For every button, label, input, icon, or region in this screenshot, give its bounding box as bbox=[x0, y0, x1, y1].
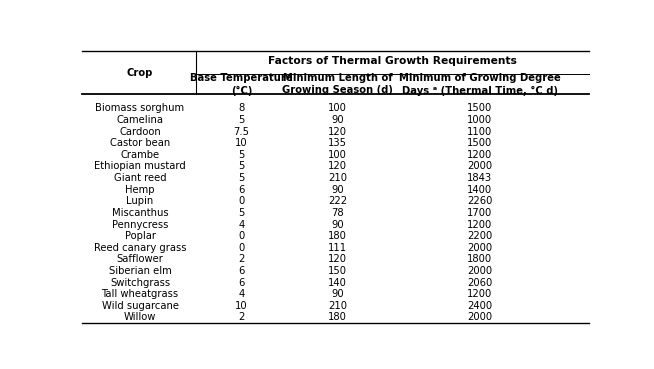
Text: Poplar: Poplar bbox=[124, 231, 156, 241]
Text: 1200: 1200 bbox=[467, 289, 492, 299]
Text: 90: 90 bbox=[332, 220, 344, 230]
Text: 0: 0 bbox=[238, 196, 245, 206]
Text: 150: 150 bbox=[328, 266, 347, 276]
Text: 2000: 2000 bbox=[467, 161, 492, 172]
Text: Hemp: Hemp bbox=[126, 184, 155, 195]
Text: 0: 0 bbox=[238, 231, 245, 241]
Text: Siberian elm: Siberian elm bbox=[109, 266, 171, 276]
Text: Miscanthus: Miscanthus bbox=[112, 208, 168, 218]
Text: 1800: 1800 bbox=[467, 254, 492, 265]
Text: 4: 4 bbox=[238, 289, 245, 299]
Text: 2: 2 bbox=[238, 254, 245, 265]
Text: 1200: 1200 bbox=[467, 220, 492, 230]
Text: Cardoon: Cardoon bbox=[119, 127, 161, 137]
Text: 2000: 2000 bbox=[467, 243, 492, 253]
Text: 2000: 2000 bbox=[467, 313, 492, 323]
Text: 5: 5 bbox=[238, 115, 245, 125]
Text: 180: 180 bbox=[328, 313, 347, 323]
Text: 2000: 2000 bbox=[467, 266, 492, 276]
Text: 1000: 1000 bbox=[467, 115, 492, 125]
Text: Safflower: Safflower bbox=[116, 254, 164, 265]
Text: 1843: 1843 bbox=[467, 173, 492, 183]
Text: 135: 135 bbox=[328, 138, 347, 148]
Text: 78: 78 bbox=[332, 208, 344, 218]
Text: Switchgrass: Switchgrass bbox=[110, 277, 170, 287]
Text: 5: 5 bbox=[238, 173, 245, 183]
Text: 120: 120 bbox=[328, 127, 347, 137]
Text: 1500: 1500 bbox=[467, 138, 492, 148]
Text: 5: 5 bbox=[238, 161, 245, 172]
Text: 0: 0 bbox=[238, 243, 245, 253]
Text: 222: 222 bbox=[328, 196, 347, 206]
Text: Pennycress: Pennycress bbox=[112, 220, 168, 230]
Text: 210: 210 bbox=[328, 173, 347, 183]
Text: Wild sugarcane: Wild sugarcane bbox=[101, 301, 179, 311]
Text: 5: 5 bbox=[238, 150, 245, 160]
Text: 100: 100 bbox=[328, 150, 347, 160]
Text: 4: 4 bbox=[238, 220, 245, 230]
Text: Minimum of Growing Degree
Days ᵃ (Thermal Time, °C d): Minimum of Growing Degree Days ᵃ (Therma… bbox=[399, 73, 560, 96]
Text: 120: 120 bbox=[328, 161, 347, 172]
Text: 100: 100 bbox=[328, 103, 347, 113]
Text: Crop: Crop bbox=[127, 68, 153, 78]
Text: 2200: 2200 bbox=[467, 231, 492, 241]
Text: 6: 6 bbox=[238, 266, 245, 276]
Text: 140: 140 bbox=[328, 277, 347, 287]
Text: Biomass sorghum: Biomass sorghum bbox=[95, 103, 184, 113]
Text: Tall wheatgrass: Tall wheatgrass bbox=[101, 289, 179, 299]
Text: 90: 90 bbox=[332, 115, 344, 125]
Text: Giant reed: Giant reed bbox=[114, 173, 166, 183]
Text: 5: 5 bbox=[238, 208, 245, 218]
Text: Lupin: Lupin bbox=[126, 196, 154, 206]
Text: Crambe: Crambe bbox=[120, 150, 160, 160]
Text: 180: 180 bbox=[328, 231, 347, 241]
Text: Factors of Thermal Growth Requirements: Factors of Thermal Growth Requirements bbox=[267, 56, 517, 66]
Text: 2400: 2400 bbox=[467, 301, 492, 311]
Text: Ethiopian mustard: Ethiopian mustard bbox=[94, 161, 186, 172]
Text: 2060: 2060 bbox=[467, 277, 492, 287]
Text: Minimum Length of
Growing Season (d): Minimum Length of Growing Season (d) bbox=[283, 73, 393, 96]
Text: Camelina: Camelina bbox=[116, 115, 164, 125]
Text: 1700: 1700 bbox=[467, 208, 492, 218]
Text: 1200: 1200 bbox=[467, 150, 492, 160]
Text: 6: 6 bbox=[238, 277, 245, 287]
Text: 1100: 1100 bbox=[467, 127, 492, 137]
Text: Reed canary grass: Reed canary grass bbox=[94, 243, 186, 253]
Text: 2: 2 bbox=[238, 313, 245, 323]
Text: Base Temperature
(°C): Base Temperature (°C) bbox=[190, 73, 293, 96]
Text: 8: 8 bbox=[238, 103, 245, 113]
Text: 90: 90 bbox=[332, 289, 344, 299]
Text: 1500: 1500 bbox=[467, 103, 492, 113]
Text: 111: 111 bbox=[328, 243, 347, 253]
Text: 120: 120 bbox=[328, 254, 347, 265]
Text: 1400: 1400 bbox=[467, 184, 492, 195]
Text: 10: 10 bbox=[235, 301, 248, 311]
Text: 7.5: 7.5 bbox=[233, 127, 249, 137]
Text: 10: 10 bbox=[235, 138, 248, 148]
Text: Willow: Willow bbox=[124, 313, 156, 323]
Text: 90: 90 bbox=[332, 184, 344, 195]
Text: 2260: 2260 bbox=[467, 196, 492, 206]
Text: 210: 210 bbox=[328, 301, 347, 311]
Text: 6: 6 bbox=[238, 184, 245, 195]
Text: Castor bean: Castor bean bbox=[110, 138, 170, 148]
